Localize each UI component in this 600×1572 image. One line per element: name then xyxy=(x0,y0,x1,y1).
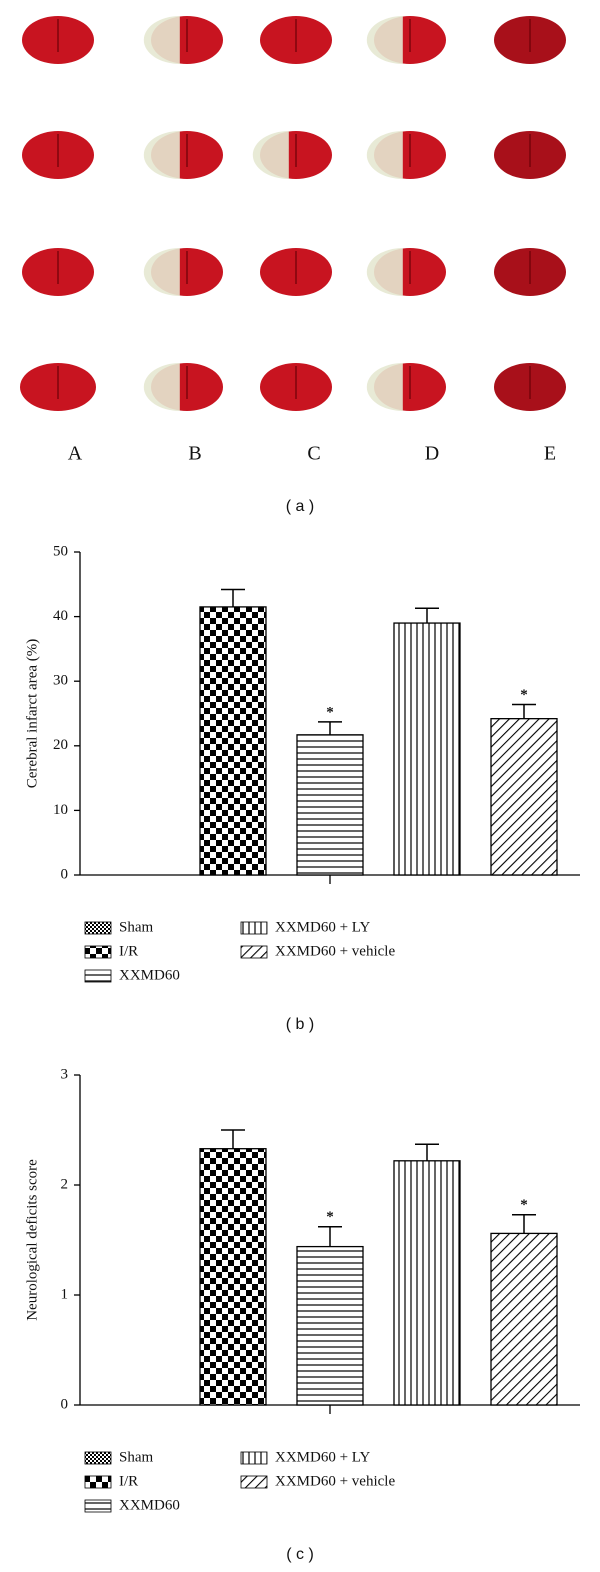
legend-swatch xyxy=(84,1499,112,1513)
y-tick-label: 20 xyxy=(53,737,68,753)
pale-region xyxy=(143,131,180,179)
pale-region xyxy=(143,248,180,296)
significance-mark: * xyxy=(326,704,334,720)
legend-swatch xyxy=(84,921,112,935)
legend-swatch xyxy=(240,945,268,959)
y-tick-label: 1 xyxy=(61,1286,69,1302)
legend-swatch xyxy=(240,921,268,935)
column-label: A xyxy=(68,443,83,465)
panel-caption: ( a ) xyxy=(286,498,314,515)
bar xyxy=(393,622,461,876)
pale-region xyxy=(366,248,403,296)
legend-swatch xyxy=(240,1451,268,1465)
pale-region xyxy=(366,363,403,411)
pale-region xyxy=(143,363,180,411)
significance-mark: * xyxy=(520,687,528,703)
legend-swatch xyxy=(84,969,112,983)
bar xyxy=(296,1245,364,1406)
bar xyxy=(490,1232,558,1406)
significance-mark: * xyxy=(520,1197,528,1213)
column-label: B xyxy=(188,443,201,465)
legend-swatch xyxy=(84,1475,112,1489)
y-tick-label: 50 xyxy=(53,543,68,559)
pale-region xyxy=(366,131,403,179)
bar xyxy=(199,606,267,876)
panel-caption: ( b ) xyxy=(286,1016,314,1033)
y-tick-label: 0 xyxy=(61,866,69,882)
pale-region xyxy=(252,131,289,179)
y-axis-label: Neurological deficits score xyxy=(24,1159,40,1321)
y-tick-label: 10 xyxy=(53,802,68,818)
legend-label: I/R xyxy=(119,943,138,959)
pale-region xyxy=(366,16,403,64)
legend-swatch xyxy=(84,945,112,959)
y-tick-label: 0 xyxy=(61,1396,69,1412)
legend-label: XXMD60 + LY xyxy=(275,1449,370,1465)
bar xyxy=(393,1160,461,1406)
y-axis-label: Cerebral infarct area (%) xyxy=(24,639,40,788)
legend-swatch xyxy=(84,1451,112,1465)
column-label: E xyxy=(544,443,556,465)
bar xyxy=(199,1148,267,1406)
legend-label: XXMD60 + LY xyxy=(275,919,370,935)
legend-label: I/R xyxy=(119,1473,138,1489)
y-tick-label: 2 xyxy=(61,1176,69,1192)
bar xyxy=(490,718,558,876)
significance-mark: * xyxy=(326,1209,334,1225)
y-tick-label: 40 xyxy=(53,608,68,624)
legend-label: XXMD60 xyxy=(119,967,180,983)
pale-region xyxy=(143,16,180,64)
bar xyxy=(296,734,364,876)
column-label: C xyxy=(307,443,320,465)
legend-label: XXMD60 + vehicle xyxy=(275,943,395,959)
legend-label: XXMD60 + vehicle xyxy=(275,1473,395,1489)
y-tick-label: 30 xyxy=(53,673,68,689)
y-tick-label: 3 xyxy=(61,1066,69,1082)
column-label: D xyxy=(425,443,439,465)
legend-swatch xyxy=(240,1475,268,1489)
brain-slices xyxy=(20,16,566,411)
panel-caption: ( c ) xyxy=(286,1546,314,1563)
legend-label: Sham xyxy=(119,1449,154,1465)
legend-label: Sham xyxy=(119,919,154,935)
legend-label: XXMD60 xyxy=(119,1497,180,1513)
